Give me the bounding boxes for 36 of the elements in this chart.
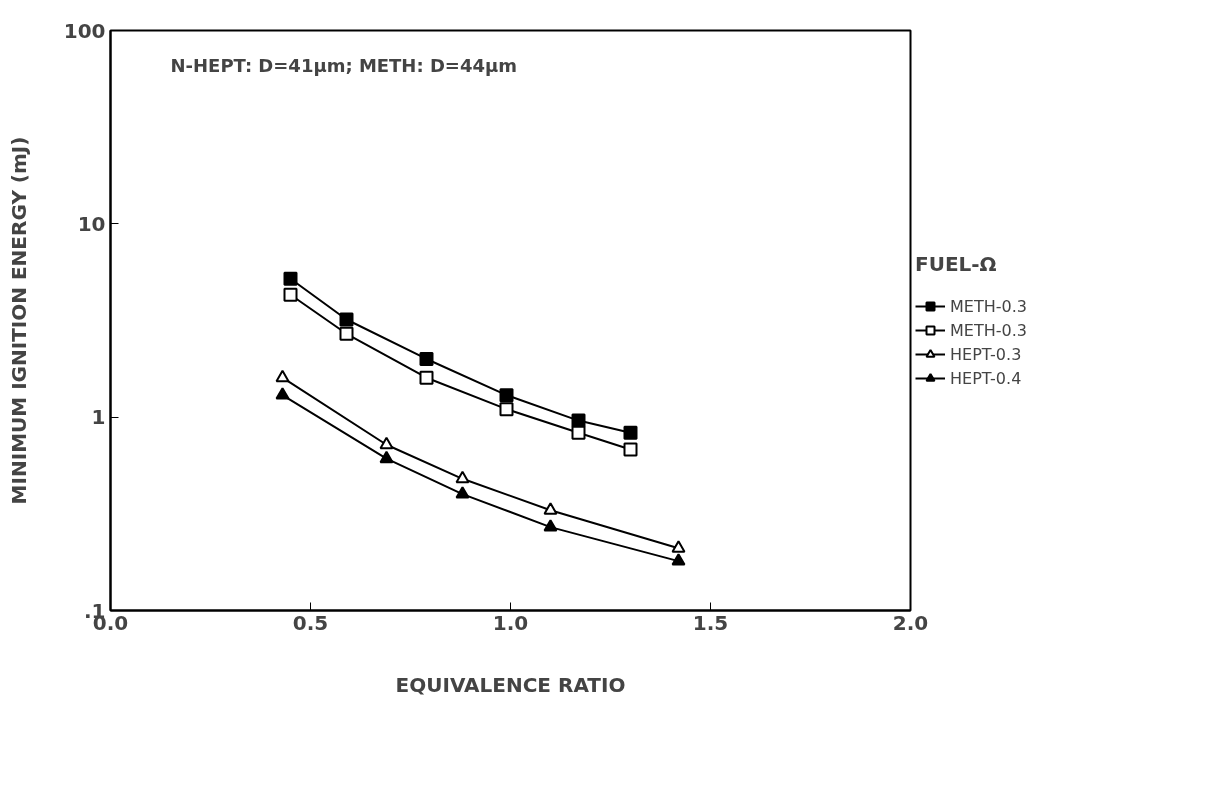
point	[379, 450, 394, 464]
y-tick-label: 100	[63, 18, 106, 43]
point	[543, 519, 558, 532]
point	[339, 312, 354, 327]
point	[543, 502, 558, 515]
point	[339, 326, 354, 341]
legend-label: METH-0.3	[950, 296, 1027, 316]
point	[419, 351, 434, 366]
legend-title: FUEL-Ω	[915, 252, 998, 276]
point	[623, 425, 638, 440]
point	[455, 470, 470, 484]
x-tick-label: 2.0	[892, 610, 929, 635]
y-tick-label: 10	[77, 211, 106, 236]
point	[499, 402, 514, 417]
legend-label: HEPT-0.4	[950, 368, 1022, 388]
legend-label: METH-0.3	[950, 320, 1027, 340]
legend-label: HEPT-0.3	[950, 344, 1022, 364]
point	[671, 553, 686, 566]
y-tick-label: 1	[91, 405, 106, 430]
x-axis-title: EQUIVALENCE RATIO	[395, 672, 626, 697]
x-tick-label: 1.5	[692, 610, 729, 635]
point	[283, 287, 298, 302]
point	[419, 370, 434, 385]
x-tick-label: 0.5	[292, 610, 329, 635]
point	[379, 436, 394, 450]
point	[571, 425, 586, 440]
x-tick-label: 1.0	[492, 610, 529, 635]
point	[499, 388, 514, 403]
point	[623, 442, 638, 457]
annotation: N-HEPT: D=41µm; METH: D=44µm	[170, 54, 517, 76]
point	[275, 369, 290, 383]
y-axis-title: MINIMUM IGNITION ENERGY (mJ)	[6, 136, 31, 505]
point	[275, 387, 290, 400]
point	[671, 540, 686, 553]
point	[283, 271, 298, 286]
point	[455, 486, 470, 499]
